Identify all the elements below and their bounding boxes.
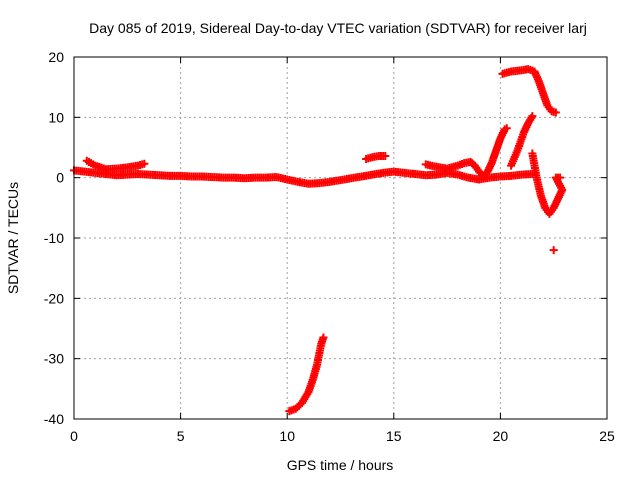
- data-point: [319, 333, 328, 342]
- y-axis-label: SDTVAR / TECUs: [5, 182, 21, 294]
- series-afternoon-arcs: [421, 124, 511, 180]
- data-point: [556, 173, 565, 182]
- chart-title: Day 085 of 2019, Sidereal Day-to-day VTE…: [89, 20, 587, 36]
- series-top-arc: [498, 65, 560, 117]
- data-point: [140, 159, 149, 168]
- series-main-band: [70, 166, 537, 188]
- y-tick-label: 0: [56, 170, 64, 186]
- data-point: [551, 108, 560, 117]
- y-tick-label: -40: [44, 411, 64, 427]
- y-tick-label: -10: [44, 230, 64, 246]
- x-tick-label: 5: [177, 428, 185, 444]
- series-rising-arc: [507, 112, 537, 170]
- data-point: [502, 124, 511, 133]
- data-point: [528, 112, 537, 121]
- ticks: 0 5 10 15 20 25 20 10 0 -10 -20 -30 -40: [44, 49, 615, 444]
- x-tick-label: 15: [386, 428, 402, 444]
- y-tick-label: -30: [44, 351, 64, 367]
- x-tick-label: 10: [279, 428, 295, 444]
- series-late-drop: [528, 149, 567, 218]
- y-tick-label: 20: [48, 49, 64, 65]
- series-early-arc: [82, 156, 149, 174]
- y-tick-label: 10: [48, 109, 64, 125]
- data-point: [381, 151, 390, 160]
- x-axis-label: GPS time / hours: [287, 457, 394, 473]
- x-tick-label: 0: [70, 428, 78, 444]
- x-tick-label: 20: [493, 428, 509, 444]
- data-point: [549, 246, 558, 255]
- series-layer: [70, 65, 567, 416]
- series-outlier: [549, 246, 558, 255]
- series-bump-14h: [362, 151, 390, 163]
- y-tick-label: -20: [44, 290, 64, 306]
- x-tick-label: 25: [599, 428, 615, 444]
- series-negative-arc: [285, 333, 328, 416]
